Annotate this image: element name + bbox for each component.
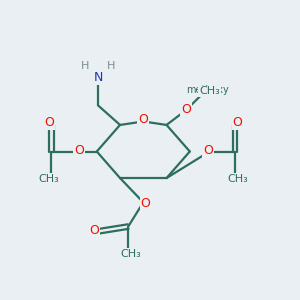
- Text: H: H: [81, 61, 89, 71]
- Text: methoxy: methoxy: [205, 90, 211, 92]
- Text: O: O: [74, 144, 84, 157]
- Text: CH₃: CH₃: [120, 249, 141, 259]
- Text: O: O: [203, 144, 213, 157]
- Text: O: O: [138, 113, 148, 126]
- Text: N: N: [93, 71, 103, 84]
- Text: CH₃: CH₃: [39, 174, 59, 184]
- Text: O: O: [44, 116, 54, 129]
- Text: CH₃: CH₃: [227, 174, 248, 184]
- Text: methoxy: methoxy: [186, 85, 229, 95]
- Text: O: O: [232, 116, 242, 129]
- Text: CH₃: CH₃: [199, 86, 220, 96]
- Text: O: O: [141, 197, 151, 210]
- Text: O: O: [182, 103, 191, 116]
- Text: H: H: [106, 61, 115, 71]
- Text: O: O: [89, 224, 99, 236]
